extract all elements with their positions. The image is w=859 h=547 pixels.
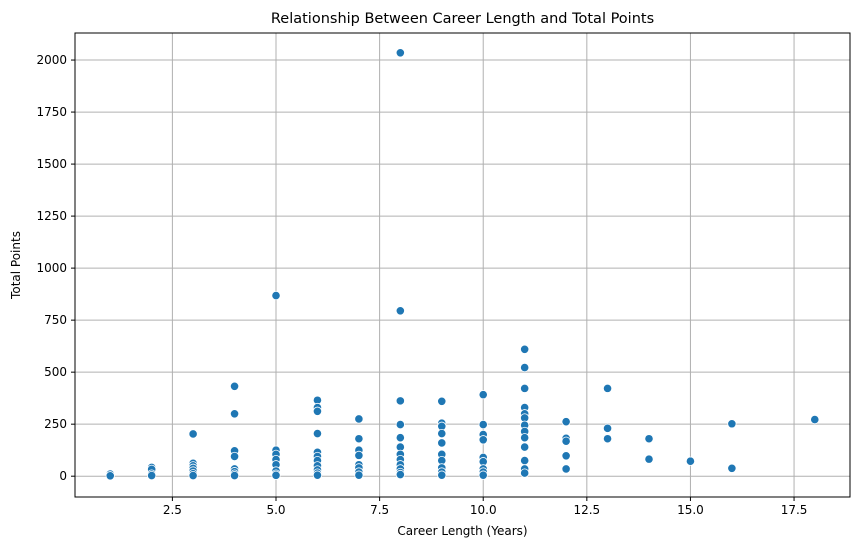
data-point [395,419,405,430]
data-point [644,454,654,464]
data-point [520,362,530,373]
data-point [520,433,530,443]
plot-frame [74,32,851,498]
data-point [478,435,488,445]
data-point [147,470,157,481]
data-point [727,419,737,429]
x-tick-label: 7.5 [370,503,389,517]
data-point [312,470,323,480]
data-point [188,470,198,481]
y-tick-label: 250 [44,417,67,431]
y-tick-label: 500 [44,365,67,379]
data-point [229,470,240,481]
data-point [520,455,530,466]
data-point [354,450,364,460]
data-point [478,390,488,400]
data-point [727,463,737,473]
grid [75,33,850,497]
x-axis-ticks: 2.5 5.0 7.5 10.0 12.5 15.0 17.5 [163,497,808,517]
data-point [520,468,530,478]
y-tick-label: 1750 [36,105,67,119]
data-point [478,470,488,480]
data-point [520,344,530,354]
data-point [312,428,323,439]
data-point [395,396,405,406]
data-point [354,414,364,424]
data-point [395,433,405,443]
data-point [520,383,530,393]
data-point [644,434,654,444]
data-point [561,417,571,427]
data-point [810,414,820,425]
data-point [520,442,530,452]
data-point [395,48,405,58]
data-point [271,290,281,301]
data-point [105,471,115,481]
data-point [312,406,323,416]
data-point [395,306,405,316]
data-point [437,438,447,448]
data-point [685,456,696,466]
data-point [561,451,571,461]
y-axis-ticks: 0 250 500 750 1000 1250 1500 1750 2000 [36,53,75,483]
y-tick-label: 0 [59,469,67,483]
x-tick-label: 15.0 [677,503,704,517]
x-tick-label: 12.5 [573,503,600,517]
data-point [561,436,571,446]
data-point [561,464,571,474]
data-point [229,381,240,391]
data-point [229,409,240,419]
data-point [354,434,364,444]
data-point [354,470,364,480]
data-point [229,451,240,462]
scatter-points [105,48,820,481]
data-point [602,383,613,393]
x-tick-label: 5.0 [266,503,285,517]
data-point [602,434,613,444]
data-point [602,423,613,433]
y-tick-label: 1500 [36,157,67,171]
data-point [437,470,447,480]
x-tick-label: 2.5 [163,503,182,517]
chart-title: Relationship Between Career Length and T… [271,11,654,27]
data-point [395,469,405,480]
data-point [437,428,447,439]
y-tick-label: 1250 [36,209,67,223]
x-tick-label: 10.0 [470,503,497,517]
y-tick-label: 2000 [36,53,67,67]
y-axis-label: Total Points [9,231,23,300]
data-point [271,470,281,480]
y-tick-label: 750 [44,313,67,327]
x-tick-label: 17.5 [781,503,808,517]
data-point [478,419,488,430]
data-point [188,429,198,439]
data-point [437,396,447,406]
x-axis-label: Career Length (Years) [397,524,527,538]
y-tick-label: 1000 [36,261,67,275]
